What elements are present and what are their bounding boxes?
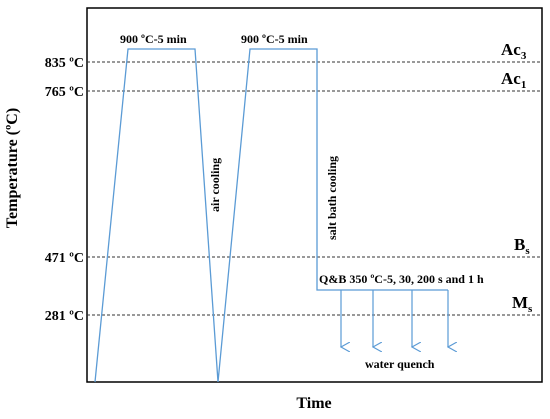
y-axis-title: Temperature (ºC) — [4, 108, 21, 228]
x-axis-title: Time — [296, 395, 331, 412]
temp-label-765: 765 ºC — [45, 85, 84, 100]
thermal-profile-line — [94, 48, 448, 383]
hold-label-1: 900 ºC-5 min — [120, 32, 187, 46]
phase-label-ms: Ms — [512, 293, 533, 315]
qb-label: Q&B 350 ºC-5, 30, 200 s and 1 h — [319, 272, 484, 286]
temp-label-835: 835 ºC — [45, 56, 84, 71]
water-quench-label: water quench — [365, 357, 435, 371]
temp-label-471: 471 ºC — [45, 251, 84, 266]
phase-label-ac1: Ac1 — [501, 69, 526, 91]
air-cooling-label: air cooling — [208, 158, 222, 212]
hold-label-2: 900 ºC-5 min — [241, 32, 308, 46]
salt-bath-label: salt bath cooling — [325, 156, 339, 240]
temp-label-281: 281 ºC — [45, 309, 84, 324]
plot-frame — [86, 7, 543, 383]
phase-label-bs: Bs — [514, 235, 530, 257]
phase-label-ac3: Ac3 — [501, 40, 527, 62]
